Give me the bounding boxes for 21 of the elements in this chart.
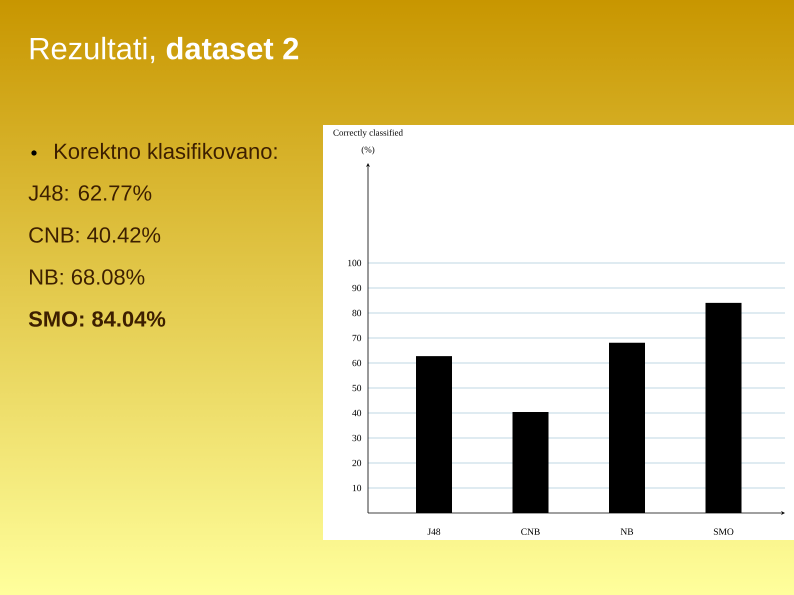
y-tick-label: 100 (348, 260, 362, 266)
y-tick-label: 20 (352, 460, 362, 466)
y-tick-label: 60 (352, 360, 362, 366)
y-tick-label: 30 (352, 434, 362, 442)
chart-title: Rezultati, dataset 2 (30, 36, 298, 64)
text: J48: 62.77% (28, 185, 152, 201)
y-tick-label: 80 (352, 310, 362, 316)
y-axis-title: Correctly classified (%) (333, 129, 403, 154)
x-tick-label: CNB (521, 528, 540, 535)
y-tick-label: 90 (352, 284, 362, 292)
x-tick-label: NB (620, 528, 634, 535)
x-tick-label: J48 (428, 528, 440, 535)
y-tick-label: 50 (352, 384, 362, 392)
text: Korektno klasifikovano: (54, 142, 277, 160)
y-tick-label: 40 (352, 410, 362, 416)
x-tick-label: SMO (714, 528, 734, 535)
text: NB: 68.08% (30, 269, 144, 285)
text: CNB: 40.42% (29, 227, 160, 243)
y-tick-label: 10 (352, 484, 362, 492)
text: SMO: 84.04% (28, 311, 166, 327)
y-tick-label: 70 (352, 334, 362, 342)
